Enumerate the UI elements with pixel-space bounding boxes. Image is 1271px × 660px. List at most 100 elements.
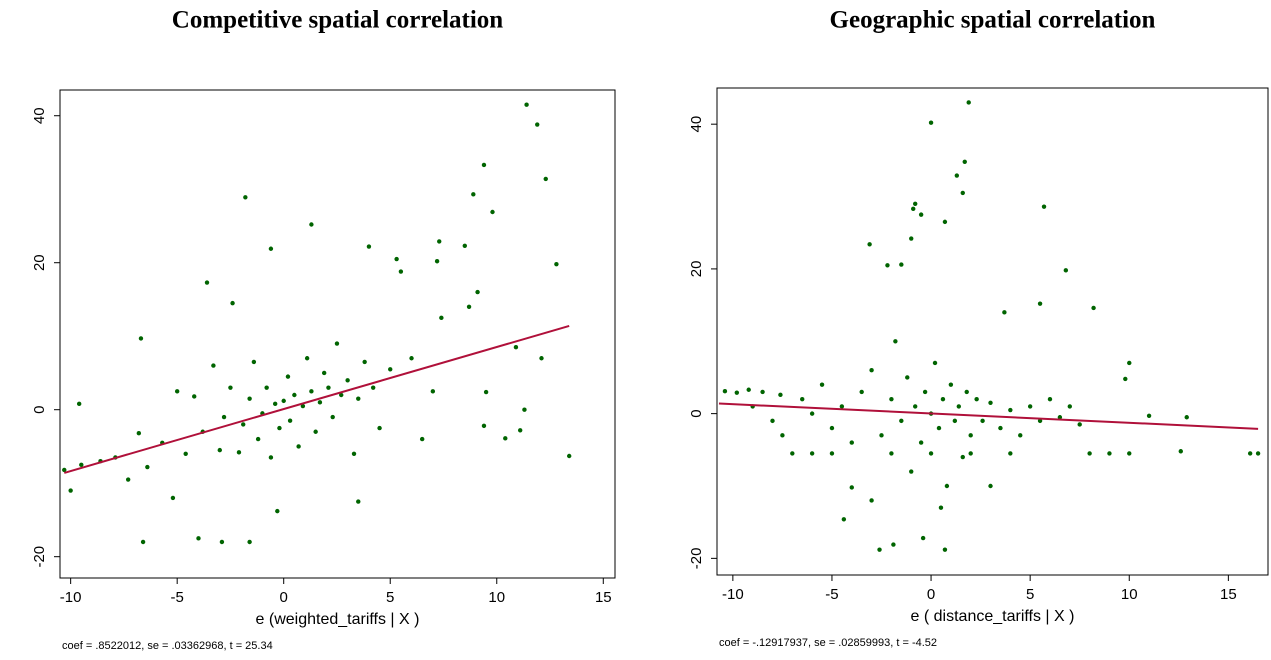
point bbox=[918, 212, 924, 217]
point bbox=[524, 102, 529, 107]
point bbox=[932, 360, 938, 366]
point bbox=[79, 462, 84, 468]
y-tick-label: 0 bbox=[688, 409, 705, 417]
x-tick-label: 15 bbox=[595, 589, 612, 606]
point bbox=[770, 418, 775, 424]
point bbox=[778, 392, 783, 398]
y-tick-label: 0 bbox=[31, 406, 48, 414]
point bbox=[1087, 451, 1092, 456]
point bbox=[409, 356, 414, 361]
plot-frame bbox=[59, 89, 616, 579]
point bbox=[960, 454, 965, 460]
point bbox=[462, 243, 467, 249]
point bbox=[370, 385, 376, 390]
point bbox=[398, 269, 404, 274]
point bbox=[275, 508, 280, 514]
point bbox=[954, 173, 960, 178]
point bbox=[829, 451, 835, 456]
point bbox=[272, 401, 278, 407]
point bbox=[1247, 451, 1253, 456]
point bbox=[760, 389, 765, 395]
point bbox=[285, 374, 291, 379]
point bbox=[334, 341, 340, 346]
point bbox=[430, 389, 436, 394]
point bbox=[62, 467, 67, 473]
x-tick-label: 5 bbox=[386, 589, 394, 606]
point bbox=[309, 389, 314, 394]
point bbox=[68, 488, 73, 493]
point bbox=[809, 451, 815, 456]
point bbox=[503, 436, 508, 441]
chart-title: Geographic spatial correlation bbox=[830, 7, 1156, 34]
point bbox=[809, 411, 815, 416]
point bbox=[138, 336, 144, 341]
point bbox=[466, 304, 472, 310]
point bbox=[1037, 418, 1043, 424]
point bbox=[960, 190, 965, 196]
point bbox=[566, 453, 572, 459]
x-axis-label: e ( distance_tariffs | X ) bbox=[911, 608, 1075, 625]
point bbox=[211, 363, 216, 368]
point bbox=[722, 388, 728, 394]
point bbox=[891, 542, 896, 547]
x-tick-label: -10 bbox=[60, 589, 82, 606]
point bbox=[1018, 433, 1023, 438]
point bbox=[885, 263, 890, 268]
point bbox=[849, 440, 854, 445]
point bbox=[292, 392, 297, 398]
point bbox=[1008, 451, 1013, 456]
point bbox=[966, 100, 971, 105]
point bbox=[909, 236, 914, 241]
point bbox=[889, 396, 894, 402]
point bbox=[920, 535, 926, 541]
y-tick-label: 40 bbox=[31, 107, 48, 124]
point bbox=[1067, 404, 1072, 409]
fit-line bbox=[63, 324, 570, 474]
point bbox=[928, 451, 934, 456]
x-axis-label: e (weighted_tariffs | X ) bbox=[256, 611, 420, 628]
note: coef = -.12917937, se = .02859993, t = -… bbox=[719, 637, 937, 649]
point bbox=[321, 370, 327, 376]
point bbox=[356, 396, 361, 401]
point bbox=[893, 339, 898, 344]
point bbox=[1008, 407, 1013, 413]
point bbox=[780, 433, 785, 438]
point bbox=[1123, 376, 1128, 382]
point bbox=[1002, 310, 1007, 315]
point bbox=[125, 477, 131, 482]
point bbox=[913, 201, 918, 206]
point bbox=[1127, 451, 1132, 456]
point bbox=[974, 396, 979, 402]
point bbox=[217, 447, 222, 453]
point bbox=[849, 485, 854, 490]
point bbox=[243, 195, 248, 200]
note: coef = .8522012, se = .03362968, t = 25.… bbox=[62, 640, 273, 652]
point bbox=[255, 436, 261, 442]
point bbox=[1063, 268, 1069, 273]
point bbox=[136, 431, 142, 436]
point bbox=[1027, 404, 1033, 409]
point bbox=[867, 242, 872, 247]
point bbox=[277, 425, 282, 431]
point bbox=[268, 246, 274, 251]
x-tick-label: -10 bbox=[722, 586, 744, 603]
point bbox=[219, 539, 225, 545]
point bbox=[1077, 422, 1082, 427]
point bbox=[936, 425, 942, 431]
point bbox=[952, 418, 958, 424]
point bbox=[899, 262, 904, 267]
point bbox=[228, 385, 233, 390]
point bbox=[988, 400, 993, 405]
point bbox=[942, 219, 948, 225]
plot-frame bbox=[716, 87, 1269, 576]
point bbox=[909, 469, 914, 474]
point bbox=[221, 414, 227, 420]
point bbox=[481, 162, 487, 168]
point bbox=[439, 315, 444, 321]
point bbox=[968, 433, 973, 438]
point bbox=[196, 536, 201, 541]
point bbox=[434, 259, 440, 264]
x-tick-label: -5 bbox=[825, 586, 838, 603]
point bbox=[437, 239, 442, 244]
point bbox=[938, 505, 944, 510]
